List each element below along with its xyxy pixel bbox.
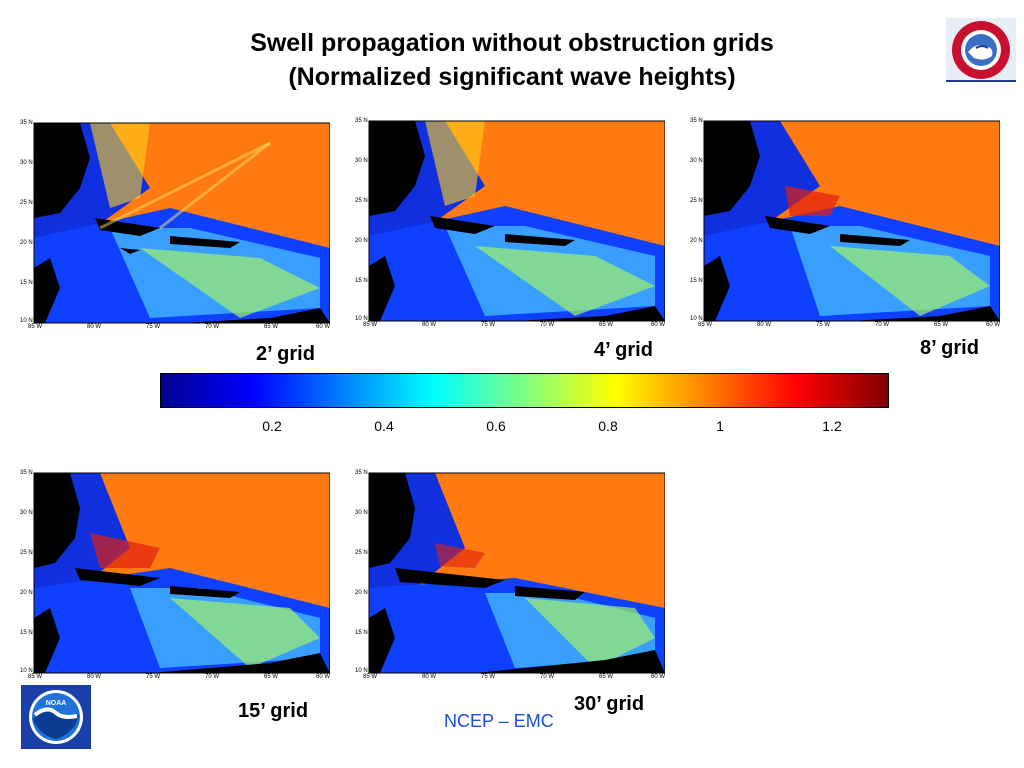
- lon-tick: 65 W: [599, 674, 614, 680]
- lon-tick: 60 W: [316, 324, 331, 330]
- lon-tick: 80 W: [422, 322, 437, 328]
- lat-tick: 25 N: [20, 550, 33, 556]
- svg-text:NOAA: NOAA: [46, 700, 67, 707]
- lat-tick: 10 N: [355, 668, 368, 674]
- lon-tick: 70 W: [205, 674, 220, 680]
- panel-label-15min: 15’ grid: [238, 700, 309, 722]
- lat-tick: 25 N: [355, 550, 368, 556]
- lat-tick: 20 N: [355, 590, 368, 596]
- lat-tick: 10 N: [20, 668, 33, 674]
- panel-label-8min: 8’ grid: [920, 337, 979, 359]
- panel-label-30min: 30’ grid: [574, 693, 645, 715]
- lat-tick: 35 N: [355, 470, 368, 476]
- lon-tick: 65 W: [264, 324, 279, 330]
- lat-tick: 20 N: [20, 240, 33, 246]
- lon-tick: 85 W: [28, 674, 43, 680]
- lon-tick: 60 W: [316, 674, 331, 680]
- lon-tick: 85 W: [28, 324, 43, 330]
- lat-tick: 20 N: [690, 238, 703, 244]
- lat-tick: 30 N: [20, 160, 33, 166]
- lat-tick: 35 N: [20, 470, 33, 476]
- lon-tick: 75 W: [146, 674, 161, 680]
- lat-tick: 15 N: [355, 630, 368, 636]
- lon-tick: 85 W: [363, 322, 378, 328]
- lon-tick: 80 W: [422, 674, 437, 680]
- lat-tick: 15 N: [20, 280, 33, 286]
- lat-tick: 35 N: [20, 120, 33, 126]
- lon-tick: 80 W: [87, 674, 102, 680]
- lat-tick: 35 N: [690, 118, 703, 124]
- noaa-logo: NOAA: [21, 685, 91, 749]
- lat-tick: 25 N: [690, 198, 703, 204]
- lat-tick: 30 N: [20, 510, 33, 516]
- lon-tick: 85 W: [363, 674, 378, 680]
- lat-tick: 35 N: [355, 118, 368, 124]
- colorbar-tick: 0.8: [598, 418, 618, 434]
- lon-tick: 70 W: [540, 322, 555, 328]
- lat-tick: 30 N: [355, 510, 368, 516]
- map-panel-4min: 35 N 30 N 25 N 20 N 15 N 10 N 85 W 80 W …: [355, 116, 665, 328]
- lon-tick: 75 W: [816, 322, 831, 328]
- lat-tick: 20 N: [20, 590, 33, 596]
- colorbar-tick: 0.4: [374, 418, 394, 434]
- map-panel-2min: 35 N 30 N 25 N 20 N 15 N 10 N 85 W 80 W …: [20, 118, 330, 330]
- colorbar-tick: 0.2: [262, 418, 282, 434]
- lat-tick: 15 N: [355, 278, 368, 284]
- lon-tick: 75 W: [481, 674, 496, 680]
- lon-tick: 80 W: [87, 324, 102, 330]
- colorbar-tick: 1.2: [822, 418, 842, 434]
- lat-tick: 10 N: [355, 316, 368, 322]
- title-line-1: Swell propagation without obstruction gr…: [250, 29, 774, 57]
- map-panel-30min: 35 N 30 N 25 N 20 N 15 N 10 N 85 W 80 W …: [355, 468, 665, 680]
- lat-tick: 15 N: [690, 278, 703, 284]
- title-line-2: (Normalized significant wave heights): [288, 63, 736, 91]
- lon-tick: 65 W: [934, 322, 949, 328]
- lon-tick: 60 W: [651, 674, 666, 680]
- nws-logo: [946, 18, 1016, 82]
- lon-tick: 70 W: [540, 674, 555, 680]
- colorbar: [160, 373, 889, 408]
- lon-tick: 65 W: [599, 322, 614, 328]
- lon-tick: 70 W: [875, 322, 890, 328]
- lat-tick: 25 N: [20, 200, 33, 206]
- lon-tick: 70 W: [205, 324, 220, 330]
- lon-tick: 60 W: [651, 322, 666, 328]
- lon-tick: 60 W: [986, 322, 1001, 328]
- page-title: Swell propagation without obstruction gr…: [150, 26, 874, 94]
- lat-tick: 30 N: [355, 158, 368, 164]
- lon-tick: 75 W: [146, 324, 161, 330]
- lon-tick: 65 W: [264, 674, 279, 680]
- colorbar-tick: 1: [716, 418, 724, 434]
- lat-tick: 15 N: [20, 630, 33, 636]
- lat-tick: 10 N: [690, 316, 703, 322]
- panel-label-2min: 2’ grid: [256, 343, 315, 365]
- lat-tick: 20 N: [355, 238, 368, 244]
- lat-tick: 25 N: [355, 198, 368, 204]
- lat-tick: 30 N: [690, 158, 703, 164]
- lon-tick: 85 W: [698, 322, 713, 328]
- lat-tick: 10 N: [20, 318, 33, 324]
- lon-tick: 80 W: [757, 322, 772, 328]
- colorbar-tick: 0.6: [486, 418, 506, 434]
- credit-text: NCEP – EMC: [444, 711, 554, 731]
- map-panel-8min: 35 N 30 N 25 N 20 N 15 N 10 N 85 W 80 W …: [690, 116, 1000, 328]
- map-panel-15min: 35 N 30 N 25 N 20 N 15 N 10 N 85 W 80 W …: [20, 468, 330, 680]
- lon-tick: 75 W: [481, 322, 496, 328]
- panel-label-4min: 4’ grid: [594, 339, 653, 361]
